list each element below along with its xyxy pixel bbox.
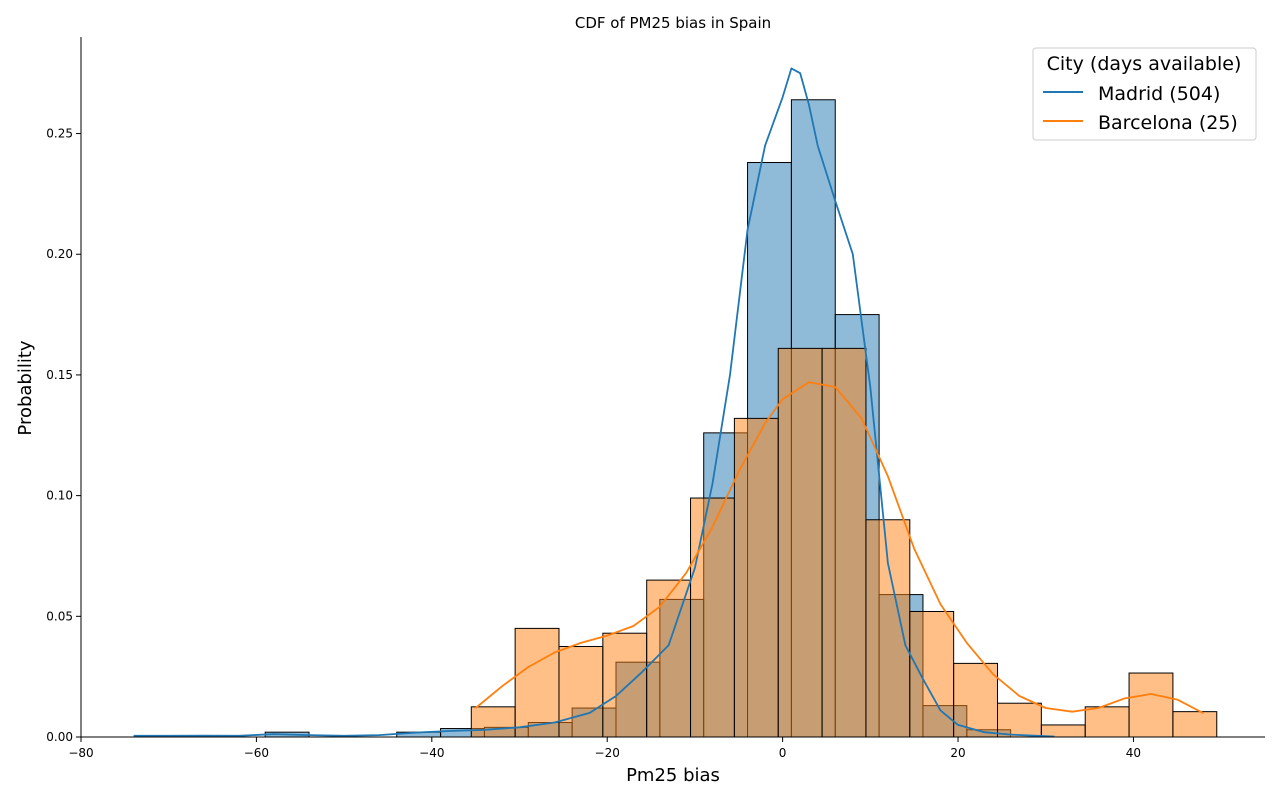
x-tick-label: −60 [244, 746, 269, 760]
y-tick-label: 0.15 [46, 368, 73, 382]
bar-barcelona-3 [602, 632, 648, 738]
bar-barcelona-16 [1172, 711, 1218, 738]
kde-line-barcelona [475, 381, 1205, 715]
bars-barcelona [470, 347, 1218, 738]
y-ticks: 0.00 0.05 0.10 0.15 0.20 0.25 [46, 127, 81, 744]
bar-barcelona-13 [1040, 724, 1086, 738]
y-axis-label: Probability [15, 340, 36, 435]
bar-barcelona-4 [646, 579, 692, 738]
x-tick-label: −20 [595, 746, 620, 760]
x-tick-label: −80 [68, 746, 93, 760]
x-tick-label: 0 [779, 746, 787, 760]
legend-frame [1032, 47, 1257, 141]
bar-barcelona-1 [514, 627, 560, 738]
x-tick-label: 40 [1126, 746, 1141, 760]
x-tick-label: −40 [419, 746, 444, 760]
y-tick-label: 0.00 [46, 730, 73, 744]
bar-barcelona-2 [558, 645, 604, 738]
bar-barcelona-9 [865, 519, 911, 738]
y-tick-label: 0.05 [46, 609, 73, 623]
y-tick-label: 0.25 [46, 127, 73, 141]
bar-barcelona-7 [777, 347, 823, 738]
legend-label-madrid: Madrid (504) [1098, 83, 1220, 105]
bar-barcelona-6 [733, 417, 779, 738]
x-tick-label: 20 [950, 746, 965, 760]
legend-title: City (days available) [1047, 53, 1242, 75]
legend-label-barcelona: Barcelona (25) [1098, 112, 1238, 134]
bar-barcelona-5 [690, 497, 735, 738]
bar-barcelona-11 [953, 662, 999, 738]
chart-title: CDF of PM25 bias in Spain [575, 14, 771, 32]
kde-line-madrid [133, 67, 1055, 738]
bar-barcelona-15 [1128, 672, 1174, 738]
x-ticks: −80 −60 −40 −20 0 20 40 [68, 737, 1141, 760]
histogram-layer [264, 99, 1218, 738]
kde-layer [133, 67, 1205, 738]
legend: City (days available) Madrid (504) Barce… [1032, 47, 1257, 141]
bar-barcelona-14 [1084, 706, 1130, 738]
bar-barcelona-10 [909, 610, 955, 738]
bar-barcelona-8 [821, 347, 867, 738]
y-tick-label: 0.20 [46, 247, 73, 261]
y-tick-label: 0.10 [46, 489, 73, 503]
bar-barcelona-0 [470, 706, 516, 738]
bar-barcelona-12 [997, 702, 1042, 738]
x-axis-label: Pm25 bias [626, 765, 720, 786]
axes [80, 37, 1265, 738]
